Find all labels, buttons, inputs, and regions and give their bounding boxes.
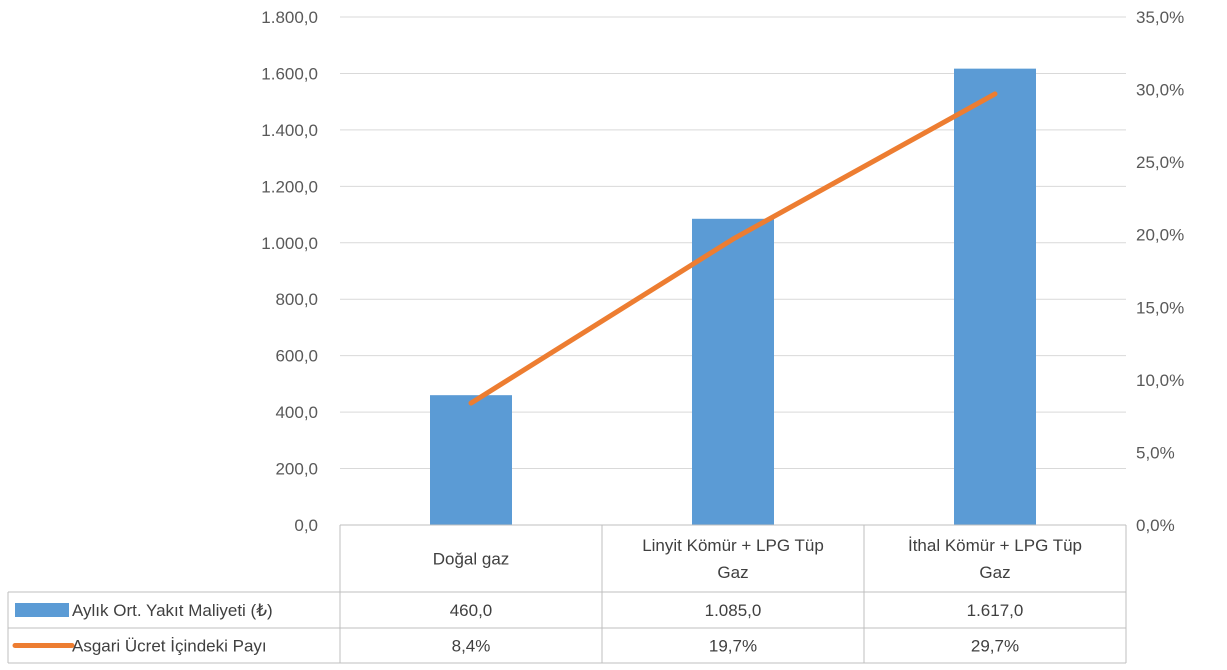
y-left-tick-label: 200,0	[275, 460, 318, 479]
x-category-label: Doğal gaz	[433, 550, 510, 569]
y-left-tick-label: 1.600,0	[261, 64, 318, 83]
y-left-tick-label: 0,0	[294, 516, 318, 535]
bar	[692, 219, 774, 525]
x-category-label: Linyit Kömür + LPG Tüp	[642, 536, 824, 555]
x-category-label: İthal Kömür + LPG Tüp	[908, 536, 1082, 555]
y-left-tick-label: 1.400,0	[261, 121, 318, 140]
y-left-tick-label: 1.000,0	[261, 234, 318, 253]
bar	[954, 69, 1036, 525]
y-right-tick-label: 15,0%	[1136, 298, 1184, 317]
y-left-tick-label: 1.200,0	[261, 177, 318, 196]
data-table: Doğal gaz Linyit Kömür + LPG Tüp Gaz İthal …	[8, 525, 1126, 663]
bar-series	[430, 69, 1036, 525]
data-table-value: 29,7%	[971, 637, 1019, 656]
y-left-tick-label: 600,0	[275, 347, 318, 366]
data-table-value: 8,4%	[452, 637, 491, 656]
y-right-tick-label: 10,0%	[1136, 371, 1184, 390]
legend-series-name: Asgari Ücret İçindeki Payı	[72, 637, 267, 656]
data-table-value: 460,0	[450, 601, 493, 620]
data-table-value: 1.617,0	[967, 601, 1024, 620]
x-category-label: Gaz	[717, 563, 748, 582]
bar	[430, 395, 512, 525]
y-right-tick-label: 20,0%	[1136, 226, 1184, 245]
data-table-value: 19,7%	[709, 637, 757, 656]
y-right-tick-label: 0,0%	[1136, 516, 1175, 535]
y-left-tick-label: 400,0	[275, 403, 318, 422]
y-right-tick-label: 35,0%	[1136, 8, 1184, 27]
legend-series-name: Aylık Ort. Yakıt Maliyeti (₺)	[72, 601, 273, 620]
y-left-tick-label: 1.800,0	[261, 8, 318, 27]
x-category-label: Gaz	[979, 563, 1010, 582]
y-right-tick-label: 5,0%	[1136, 443, 1175, 462]
y-left-tick-label: 800,0	[275, 290, 318, 309]
legend-key-bar	[15, 603, 69, 617]
y-right-tick-label: 30,0%	[1136, 81, 1184, 100]
data-table-value: 1.085,0	[705, 601, 762, 620]
y-right-tick-label: 25,0%	[1136, 153, 1184, 172]
